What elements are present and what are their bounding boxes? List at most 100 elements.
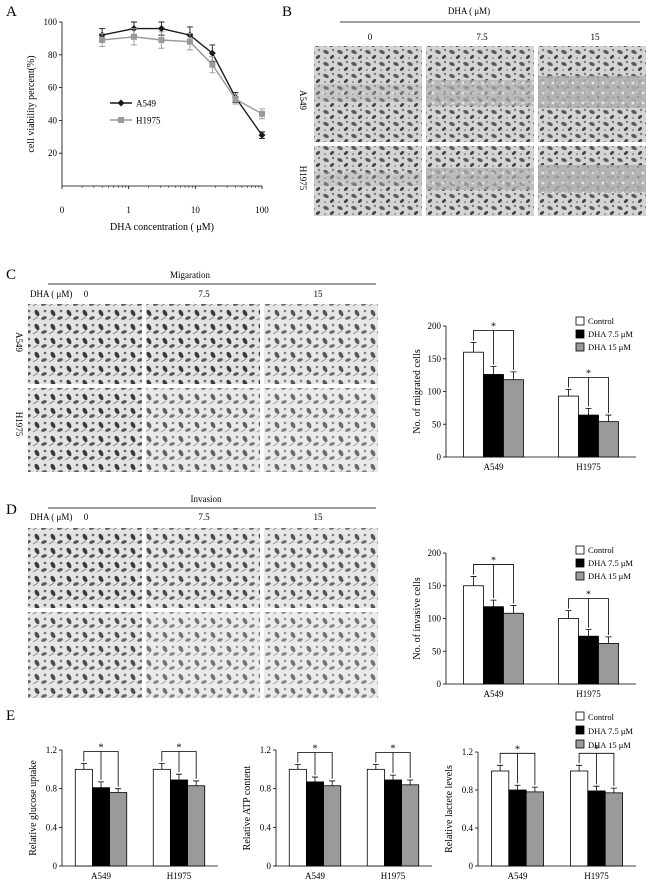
panel-e-3-bar <box>525 791 544 867</box>
panel-c-legend-swatch <box>575 329 585 339</box>
migration-image-h1975-0 <box>28 388 142 472</box>
panel-e-2-bar <box>306 781 324 867</box>
panel-c-significance-star: * <box>491 321 496 332</box>
panel-e-3-bar <box>604 792 623 867</box>
panel-c-treatment-label: DHA ( μM) <box>30 289 72 299</box>
panel-e-1-error-bar <box>98 781 104 788</box>
panel-e-3-y-tick-label: 0 <box>469 861 474 871</box>
panel-a-data-point <box>99 37 106 44</box>
panel-e-1-y-tick-label: 1.2 <box>46 745 57 755</box>
wound-gap-h1975-7-5 <box>426 168 534 190</box>
migration-image-a549-0 <box>28 304 142 384</box>
panel-e-2-bar <box>288 768 307 867</box>
panel-c-col-2: 15 <box>314 289 324 299</box>
panel-c-significance-star: * <box>586 369 591 380</box>
panel-c-error-bar <box>490 366 497 375</box>
panel-d-bar-chart: 0 50 100 150 200 No. of invasive cells A549 * H1… <box>412 545 636 699</box>
panel-b-row-0: A549 <box>298 90 308 110</box>
panel-e-3-y-tick-label: 0.8 <box>462 785 474 795</box>
panel-c-category-label: H1975 <box>576 462 601 472</box>
panel-a-data-point <box>259 110 265 117</box>
panel-b-label: B <box>282 4 292 20</box>
panel-e-1-bar <box>187 785 206 867</box>
panel-c-category-label: A549 <box>484 462 504 472</box>
panel-d-error-bar <box>510 605 517 614</box>
migration-image-a549-7-5 <box>146 304 260 384</box>
panel-e-1-significance-star: * <box>177 743 182 754</box>
panel-e-2-bar <box>401 784 420 867</box>
panel-a-legend-label: A549 <box>136 99 156 109</box>
panel-d-error-bar <box>490 599 497 607</box>
invasion-image-a549-7-5 <box>146 528 260 608</box>
panel-e: E 0 0.4 0.8 1.2 Relative glucose uptake A549 *… <box>6 708 636 881</box>
panel-c-row-1: H1975 <box>14 412 24 437</box>
panel-e-1-bar <box>74 768 93 867</box>
panel-c-col-1: 7.5 <box>198 289 210 299</box>
panel-e-1-error-bar <box>158 763 165 770</box>
panel-a-x-tick-label: 0 <box>60 205 65 215</box>
wound-gap-h1975-0 <box>314 172 422 186</box>
panel-b-images <box>314 46 646 216</box>
panel-a-data-point <box>232 96 239 103</box>
panel-e-1-y-tick-label: 0.8 <box>46 784 58 794</box>
panel-e-1-sig-bracket-outer <box>83 751 119 787</box>
invasion-image-a549-0 <box>28 528 142 608</box>
panel-a-legend-marker <box>118 117 124 123</box>
panel-d-treatment-label: DHA ( μM) <box>30 512 72 522</box>
panel-d-category-label: A549 <box>484 689 504 699</box>
panel-b-treatment-title: DHA ( μM) <box>448 6 490 16</box>
panel-a-y-tick-label: 20 <box>48 148 58 158</box>
panel-e-3-y-axis-label: Relative lactete levels <box>444 765 455 853</box>
panel-e-legend-label: DHA 7.5 μM <box>588 726 633 736</box>
panel-e-3-y-tick-label: 0.4 <box>462 823 474 833</box>
panel-d-legend-swatch <box>575 545 585 555</box>
panel-e-1-error-bar <box>115 788 122 793</box>
panel-a-x-tick-label: 10 <box>191 205 201 215</box>
invasion-image-a549-15 <box>264 528 378 608</box>
panel-c-bar <box>578 414 599 458</box>
panel-d-y-tick-label: 150 <box>428 581 442 591</box>
panel-e-2-bar <box>323 785 342 867</box>
wound-gap-a549-0 <box>314 84 422 102</box>
panel-d-legend-swatch <box>575 558 585 568</box>
panel-e-1-category-label: A549 <box>91 871 111 881</box>
panel-d-legend-label: DHA 15 μM <box>588 571 631 581</box>
panel-e-3-error-bar <box>514 784 521 790</box>
panel-e-1-error-bar <box>176 773 182 780</box>
panel-c-col-0: 0 <box>84 289 89 299</box>
panel-e-2-y-axis-label: Relative ATP content <box>242 765 253 850</box>
panel-e-1-bar <box>170 779 188 867</box>
panel-d-legend-label: DHA 7.5 μM <box>588 558 633 568</box>
panel-a-data-point <box>158 37 165 44</box>
panel-d-legend-swatch <box>575 571 585 581</box>
panel-e-3-bar <box>570 770 589 867</box>
panel-b-col-0: 0 <box>368 32 373 42</box>
panel-a-y-tick-label: 80 <box>48 50 58 60</box>
panel-c: C Migaration DHA ( μM) 0 7.5 15 A549 H19… <box>6 267 636 472</box>
panel-e-legend-swatch <box>575 725 585 735</box>
panel-a-data-point <box>209 61 216 68</box>
panel-a-y-tick-label: 40 <box>48 115 58 125</box>
panel-e-3-bar <box>508 789 527 867</box>
panel-d-col-2: 15 <box>314 512 324 522</box>
panel-c-bar <box>463 351 484 458</box>
panel-e-2-category-label: H1975 <box>381 871 406 881</box>
panel-e-3-bar <box>491 770 510 867</box>
panel-a-x-tick-label: 100 <box>255 205 269 215</box>
panel-e-2-category-label: A549 <box>305 871 325 881</box>
panel-c-error-bar <box>510 371 517 380</box>
panel-d-y-tick-label: 200 <box>428 548 442 558</box>
panel-e-1-sig-bracket-outer <box>161 751 197 779</box>
panel-a-y-tick-label: 100 <box>44 17 58 27</box>
panel-c-legend-swatch <box>575 342 585 352</box>
panel-d-error-bar <box>585 629 592 637</box>
panel-e-legend-label: DHA 15 μM <box>588 740 631 750</box>
panel-e-1-error-bar <box>193 780 200 786</box>
panel-d-significance-star: * <box>586 590 591 601</box>
panel-d-y-tick-label: 50 <box>432 646 442 656</box>
panel-e-label: E <box>6 708 15 724</box>
panel-c-row-0: A549 <box>14 332 24 352</box>
invasion-image-h1975-0 <box>28 612 142 698</box>
panel-e-1-significance-star: * <box>99 743 104 754</box>
panel-e-2-error-bar <box>390 774 396 780</box>
